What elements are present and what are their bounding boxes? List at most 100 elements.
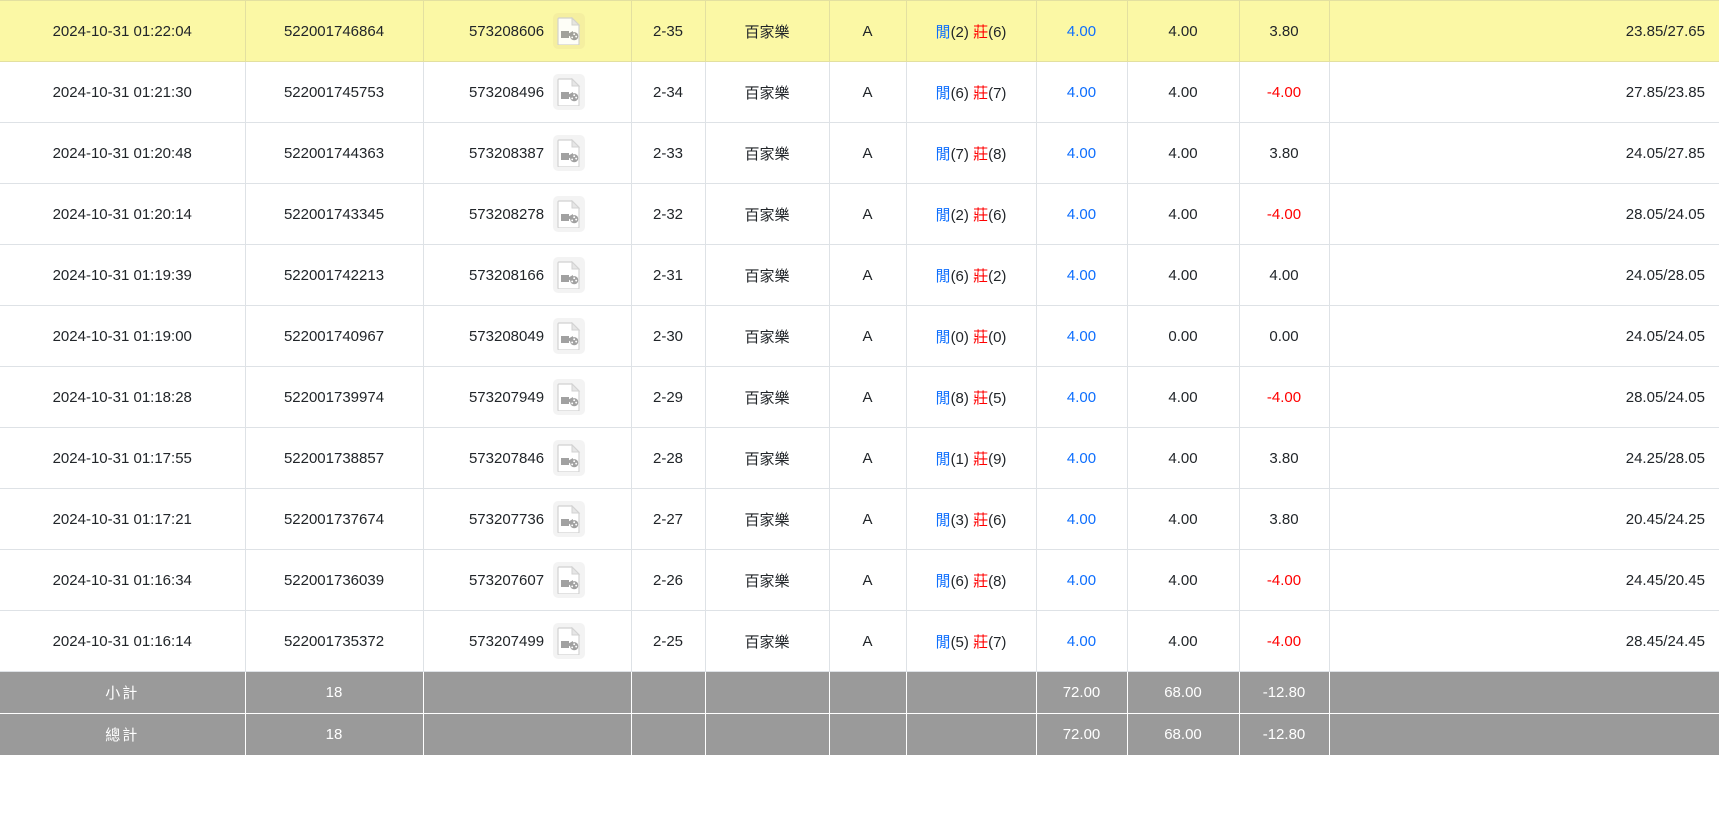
video-replay-icon[interactable] [553, 623, 586, 659]
banker-points: (5) [988, 389, 1007, 407]
cell-game-name: 百家樂 [705, 305, 830, 367]
summary-label: 小計 [0, 671, 246, 714]
player-label: 閒 [935, 633, 951, 651]
video-replay-icon[interactable] [553, 562, 586, 598]
cell-bet-amount: 4.00 [1036, 244, 1128, 306]
bet-records-table: 2024-10-31 01:22:04 522001746864 573208606… [0, 0, 1719, 756]
round-id-text: 573208387 [468, 144, 545, 162]
cell-bet-time: 2024-10-31 01:21:30 [0, 61, 246, 123]
cell-bet-amount: 4.00 [1036, 427, 1128, 489]
cell-game-name: 百家樂 [705, 244, 830, 306]
table-row[interactable]: 2024-10-31 01:20:14 522001743345 573208278… [0, 183, 1719, 245]
cell-round-id: 573208278 [423, 183, 632, 245]
banker-points: (8) [988, 145, 1007, 163]
banker-label: 莊 [973, 23, 989, 41]
cell-balance: 20.45/24.25 [1329, 488, 1719, 550]
cell-valid-bet: 4.00 [1127, 488, 1240, 550]
cell-result: 閒(3) 莊(6) [906, 488, 1037, 550]
player-label: 閒 [935, 328, 951, 346]
cell-result: 閒(6) 莊(2) [906, 244, 1037, 306]
cell-round-id: 573208496 [423, 61, 632, 123]
cell-valid-bet: 4.00 [1127, 61, 1240, 123]
banker-label: 莊 [973, 633, 989, 651]
cell-seat: A [829, 183, 907, 245]
round-id-text: 573208166 [468, 266, 545, 284]
round-id-text: 573208496 [468, 83, 545, 101]
cell-payout: -4.00 [1239, 610, 1330, 672]
banker-points: (6) [988, 206, 1007, 224]
cell-valid-bet: 0.00 [1127, 305, 1240, 367]
table-row[interactable]: 2024-10-31 01:19:39 522001742213 573208166… [0, 244, 1719, 306]
cell-bet-id: 522001740967 [245, 305, 424, 367]
summary-empty-round [423, 671, 632, 714]
table-row[interactable]: 2024-10-31 01:17:21 522001737674 573207736… [0, 488, 1719, 550]
cell-balance: 28.45/24.45 [1329, 610, 1719, 672]
summary-empty-result [906, 713, 1037, 756]
video-replay-icon[interactable] [553, 196, 586, 232]
cell-seat: A [829, 61, 907, 123]
video-replay-icon[interactable] [553, 318, 586, 354]
cell-bet-amount: 4.00 [1036, 61, 1128, 123]
cell-seat: A [829, 305, 907, 367]
table-row[interactable]: 2024-10-31 01:22:04 522001746864 573208606… [0, 0, 1719, 62]
summary-empty-game [705, 671, 830, 714]
table-row[interactable]: 2024-10-31 01:18:28 522001739974 573207949… [0, 366, 1719, 428]
cell-bet-amount: 4.00 [1036, 0, 1128, 62]
video-replay-icon[interactable] [553, 257, 586, 293]
table-row[interactable]: 2024-10-31 01:17:55 522001738857 573207846… [0, 427, 1719, 489]
cell-payout: -4.00 [1239, 549, 1330, 611]
table-row[interactable]: 2024-10-31 01:21:30 522001745753 573208496… [0, 61, 1719, 123]
cell-payout: 3.80 [1239, 488, 1330, 550]
cell-payout: 3.80 [1239, 0, 1330, 62]
cell-result: 閒(0) 莊(0) [906, 305, 1037, 367]
table-row[interactable]: 2024-10-31 01:19:00 522001740967 573208049… [0, 305, 1719, 367]
video-replay-icon[interactable] [553, 74, 586, 110]
round-id-text: 573207607 [468, 571, 545, 589]
banker-label: 莊 [973, 84, 989, 102]
cell-payout: 3.80 [1239, 122, 1330, 184]
banker-points: (6) [988, 511, 1007, 529]
video-replay-icon[interactable] [553, 379, 586, 415]
cell-balance: 27.85/23.85 [1329, 61, 1719, 123]
cell-game-name: 百家樂 [705, 549, 830, 611]
cell-bet-time: 2024-10-31 01:16:14 [0, 610, 246, 672]
summary-label: 總計 [0, 713, 246, 756]
cell-game-name: 百家樂 [705, 488, 830, 550]
cell-payout: -4.00 [1239, 366, 1330, 428]
cell-valid-bet: 4.00 [1127, 427, 1240, 489]
player-label: 閒 [935, 267, 951, 285]
cell-game-name: 百家樂 [705, 427, 830, 489]
cell-table-number: 2-34 [631, 61, 706, 123]
cell-table-number: 2-25 [631, 610, 706, 672]
cell-valid-bet: 4.00 [1127, 183, 1240, 245]
video-replay-icon[interactable] [553, 501, 586, 537]
video-replay-icon[interactable] [553, 135, 586, 171]
cell-valid-bet: 4.00 [1127, 366, 1240, 428]
table-row[interactable]: 2024-10-31 01:16:34 522001736039 573207607… [0, 549, 1719, 611]
cell-result: 閒(6) 莊(7) [906, 61, 1037, 123]
summary-valid-bet: 68.00 [1127, 671, 1240, 714]
cell-balance: 23.85/27.65 [1329, 0, 1719, 62]
player-label: 閒 [935, 23, 951, 41]
summary-row: 小計 18 72.00 68.00 -12.80 [0, 671, 1719, 714]
video-replay-icon[interactable] [553, 440, 586, 476]
cell-bet-amount: 4.00 [1036, 122, 1128, 184]
cell-balance: 24.05/24.05 [1329, 305, 1719, 367]
table-row[interactable]: 2024-10-31 01:16:14 522001735372 573207499… [0, 610, 1719, 672]
cell-result: 閒(1) 莊(9) [906, 427, 1037, 489]
cell-bet-time: 2024-10-31 01:17:21 [0, 488, 246, 550]
cell-bet-time: 2024-10-31 01:19:00 [0, 305, 246, 367]
player-points: (1) [950, 450, 969, 468]
banker-label: 莊 [973, 267, 989, 285]
cell-bet-time: 2024-10-31 01:17:55 [0, 427, 246, 489]
player-points: (2) [950, 206, 969, 224]
banker-points: (9) [988, 450, 1007, 468]
round-id-text: 573208049 [468, 327, 545, 345]
cell-bet-id: 522001742213 [245, 244, 424, 306]
table-row[interactable]: 2024-10-31 01:20:48 522001744363 573208387… [0, 122, 1719, 184]
summary-empty-round [423, 713, 632, 756]
cell-bet-id: 522001738857 [245, 427, 424, 489]
video-replay-icon[interactable] [553, 13, 586, 49]
banker-label: 莊 [973, 389, 989, 407]
round-id-text: 573208278 [468, 205, 545, 223]
